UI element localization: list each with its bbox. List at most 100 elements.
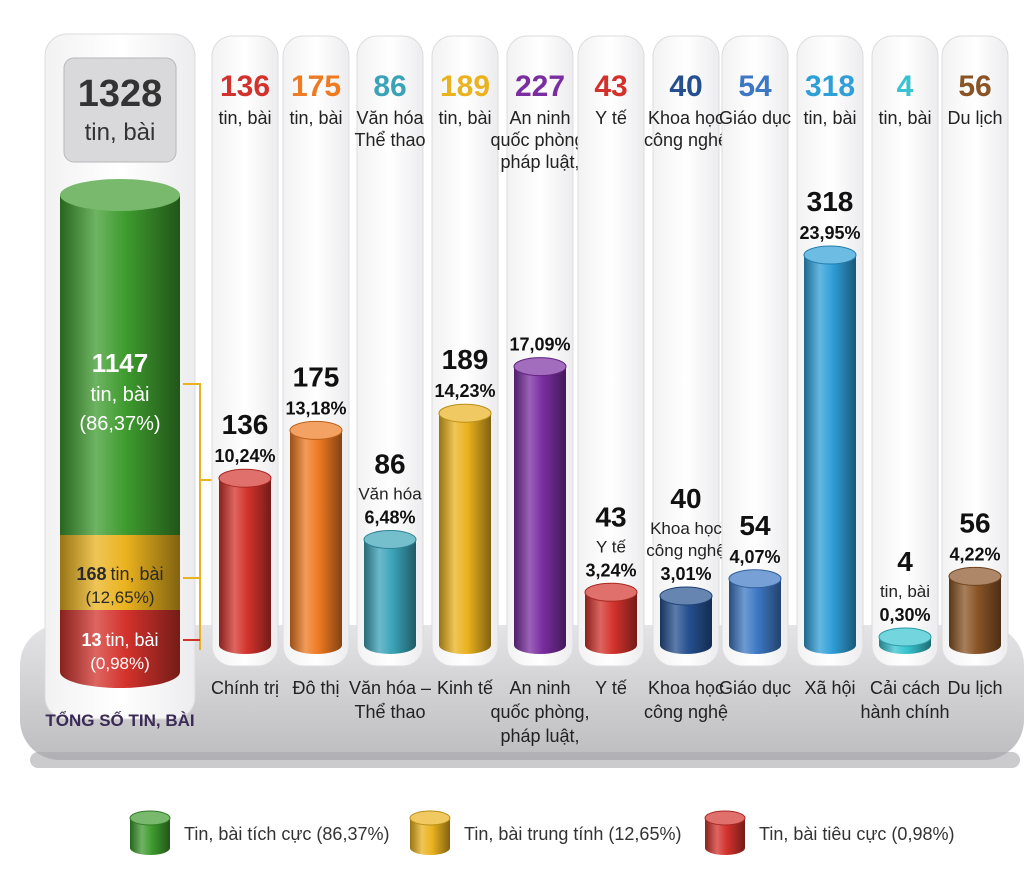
column-panel-9 (871, 35, 939, 667)
bar-10 (948, 566, 1002, 654)
header-value: 56 (958, 70, 991, 103)
stack-label-positive-unit: tin, bài (91, 384, 150, 406)
bar-pct: 23,95% (799, 223, 860, 243)
category-label: Du lịch (947, 678, 1002, 698)
bar-sub-label: Văn hóa (358, 485, 422, 504)
header-label: tin, bài (438, 108, 491, 128)
bar-value: 86 (374, 449, 405, 480)
header-label: pháp luật, (500, 152, 579, 172)
stack-label-neutral-pct: (12,65%) (86, 588, 155, 607)
bar-sub-label: công nghệ (646, 541, 725, 560)
stack-label-positive-pct: (86,37%) (79, 413, 160, 435)
header-label: tin, bài (878, 108, 931, 128)
header-value: 175 (291, 70, 341, 103)
column-panel-2 (356, 35, 424, 667)
bar-pct: 13,18% (285, 398, 346, 418)
stack-label-positive-value: 1147 (92, 348, 148, 378)
header-value: 40 (669, 70, 702, 103)
header-label: Du lịch (947, 108, 1002, 128)
category-label: công nghệ (644, 702, 728, 722)
header-value: 136 (220, 70, 270, 103)
bar-value: 54 (739, 510, 771, 541)
bar-0 (218, 468, 272, 654)
bar-9 (878, 627, 932, 654)
header-value: 189 (440, 70, 490, 103)
bar-pct: 0,30% (879, 605, 930, 625)
bar-5 (584, 582, 638, 654)
total-value: 1328 (78, 73, 163, 115)
category-label: Kinh tế (437, 678, 493, 698)
column-panel-7 (721, 35, 789, 667)
header-label: An ninh (509, 108, 570, 128)
stack-label-negative-pct: (0,98%) (90, 654, 150, 673)
bar-value: 40 (670, 483, 701, 514)
legend-label: Tin, bài tích cực (86,37%) (184, 824, 389, 844)
bar-sub-label: Y tế (596, 537, 626, 556)
header-value: 43 (594, 70, 627, 103)
header-value: 86 (373, 70, 406, 103)
header-label: Thể thao (354, 130, 425, 150)
bar-value: 4 (897, 546, 913, 577)
header-value: 318 (805, 70, 855, 103)
header-value: 4 (897, 70, 914, 103)
bar-value: 175 (293, 361, 340, 392)
stack-segment-0 (60, 179, 180, 551)
bar-pct: 3,24% (585, 560, 636, 580)
bar-2 (363, 530, 417, 654)
header-value: 227 (515, 70, 565, 103)
category-label: Khoa học (648, 678, 724, 698)
category-label: Chính trị (211, 678, 279, 698)
bracket-connector (183, 383, 212, 650)
legend-swatch-2 (704, 810, 746, 855)
category-label: pháp luật, (500, 726, 579, 746)
bar-3 (438, 403, 492, 654)
legend-swatch-0 (129, 810, 171, 855)
header-label: tin, bài (289, 108, 342, 128)
legend-label: Tin, bài tiêu cực (0,98%) (759, 824, 954, 844)
column-panel-10 (941, 35, 1009, 667)
category-label: Xã hội (804, 678, 855, 698)
bar-value: 43 (595, 501, 626, 532)
column-panel-5 (577, 35, 645, 667)
category-label: Thể thao (354, 702, 425, 722)
bar-8 (803, 245, 857, 654)
legend-label: Tin, bài trung tính (12,65%) (464, 824, 681, 844)
bar-pct: 17,09% (509, 335, 570, 355)
bar-pct: 3,01% (660, 564, 711, 584)
category-label: Văn hóa – (349, 678, 431, 698)
bar-pct: 6,48% (364, 508, 415, 528)
category-label: quốc phòng, (490, 702, 589, 722)
header-label: quốc phòng, (490, 130, 589, 150)
bar-sub-label: Khoa học (650, 519, 722, 538)
bar-pct: 14,23% (434, 381, 495, 401)
header-label: công nghệ (644, 130, 728, 150)
bar-1 (289, 420, 343, 654)
header-label: Giáo dục (719, 108, 791, 128)
header-label: Y tế (595, 108, 627, 128)
category-label: An ninh (509, 678, 570, 698)
bar-value: 136 (222, 409, 269, 440)
category-label: Cải cách (870, 678, 940, 698)
bar-value: 318 (807, 186, 854, 217)
header-label: tin, bài (803, 108, 856, 128)
category-label: Giáo dục (719, 678, 791, 698)
bar-4 (513, 357, 567, 654)
bar-value: 189 (442, 344, 489, 375)
bar-sub-label: tin, bài (880, 582, 930, 601)
column-panel-6 (652, 35, 720, 667)
total-caption: TỔNG SỐ TIN, BÀI (45, 710, 194, 730)
category-label: Y tế (595, 678, 627, 698)
stack-label-negative-value: 13 tin, bài (81, 630, 158, 650)
header-value: 54 (738, 70, 772, 103)
total-unit: tin, bài (85, 119, 156, 146)
category-label: hành chính (860, 702, 949, 722)
bar-pct: 10,24% (214, 446, 275, 466)
header-label: Văn hóa (356, 108, 424, 128)
total-box (63, 57, 177, 163)
bar-6 (659, 586, 713, 654)
bar-7 (728, 569, 782, 654)
bar-value: 56 (959, 507, 990, 538)
header-label: tin, bài (218, 108, 271, 128)
